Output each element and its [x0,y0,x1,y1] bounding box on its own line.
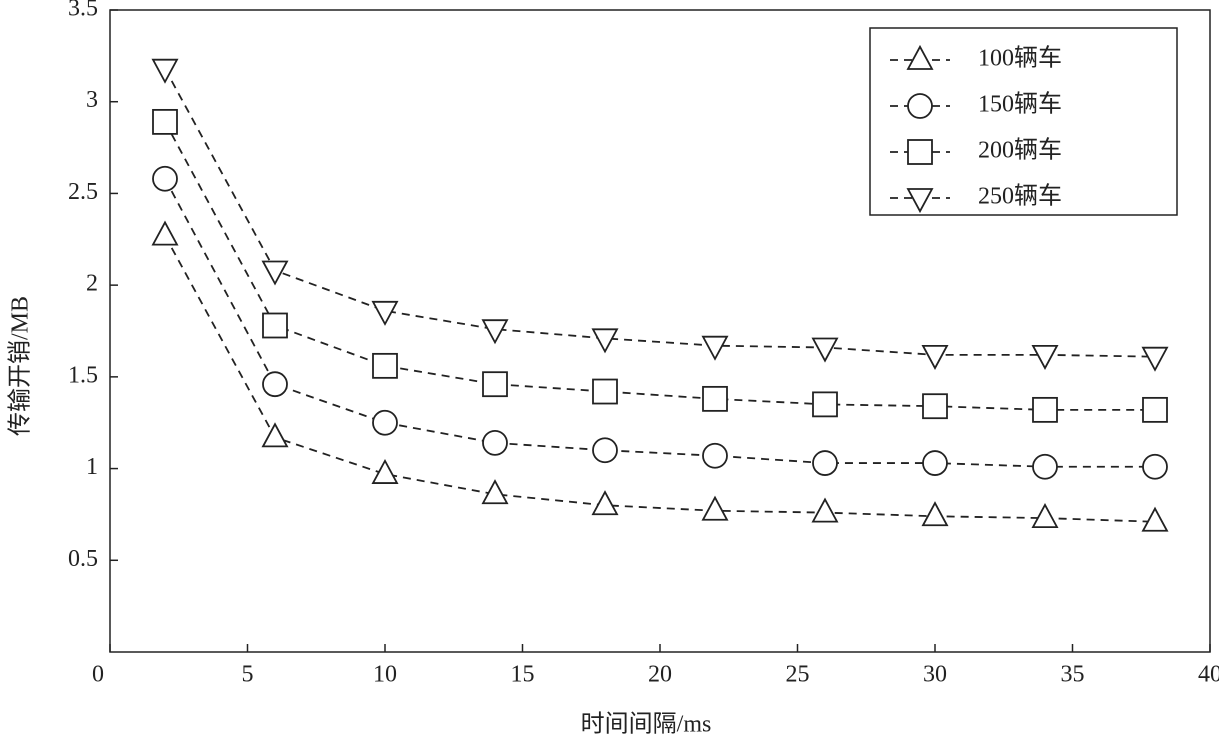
marker [152,108,178,135]
series-line [164,178,1155,468]
marker [1142,396,1168,423]
marker [922,393,948,420]
y-tick-label: 3.5 [68,0,98,22]
marker [921,501,949,527]
marker [261,260,289,286]
marker [1032,453,1058,480]
marker [702,385,728,412]
legend-marker [907,93,933,119]
y-tick-label: 1 [86,454,98,480]
marker [1031,503,1059,528]
x-tick-label: 10 [373,662,397,688]
marker [701,335,729,361]
x-tick-label: 15 [511,662,535,688]
marker [592,378,618,405]
marker [481,319,509,345]
legend-label: 150辆车 [978,91,1062,118]
x-tick-label: 35 [1061,662,1085,688]
marker [702,442,728,469]
marker [372,352,398,379]
marker [701,495,729,521]
marker [482,429,508,456]
marker [811,337,839,363]
legend-label: 200辆车 [978,137,1062,164]
marker [591,490,619,516]
marker [922,450,948,476]
marker [152,165,178,192]
marker [261,422,289,448]
marker [811,497,839,523]
y-tick-label: 2 [86,271,98,297]
y-axis-label: 传输开销/MB [7,296,34,436]
legend-label: 100辆车 [978,45,1062,72]
marker [921,344,949,370]
legend-marker [906,44,934,70]
x-tick-label: 40 [1198,662,1219,688]
marker [262,371,288,398]
x-tick-label: 0 [92,662,104,688]
y-tick-label: 0.5 [68,546,98,572]
series-line [164,68,1156,358]
marker [482,371,508,398]
marker [1031,344,1059,370]
marker [1032,396,1058,423]
x-tick-label: 5 [242,662,254,688]
marker [151,58,179,84]
series-line [164,235,1156,523]
series-line [164,121,1155,411]
y-tick-label: 2.5 [68,179,98,205]
legend-marker [906,188,934,214]
y-tick-label: 1.5 [68,362,98,388]
marker [371,300,399,326]
marker [151,220,179,246]
legend-label: 250辆车 [978,183,1062,210]
marker [1142,453,1168,480]
x-tick-label: 20 [648,662,672,688]
x-tick-label: 30 [923,662,947,688]
marker [262,312,288,339]
marker [1141,346,1169,372]
x-tick-label: 25 [786,662,810,688]
marker [812,391,838,418]
marker [1141,506,1169,532]
marker [591,328,619,354]
y-tick-label: 3 [86,87,98,113]
marker [481,479,509,505]
legend-marker [907,139,933,165]
marker [372,409,398,436]
marker [592,437,618,464]
x-axis-label: 时间间隔/ms [581,711,712,738]
marker [371,458,399,484]
marker [812,450,838,476]
